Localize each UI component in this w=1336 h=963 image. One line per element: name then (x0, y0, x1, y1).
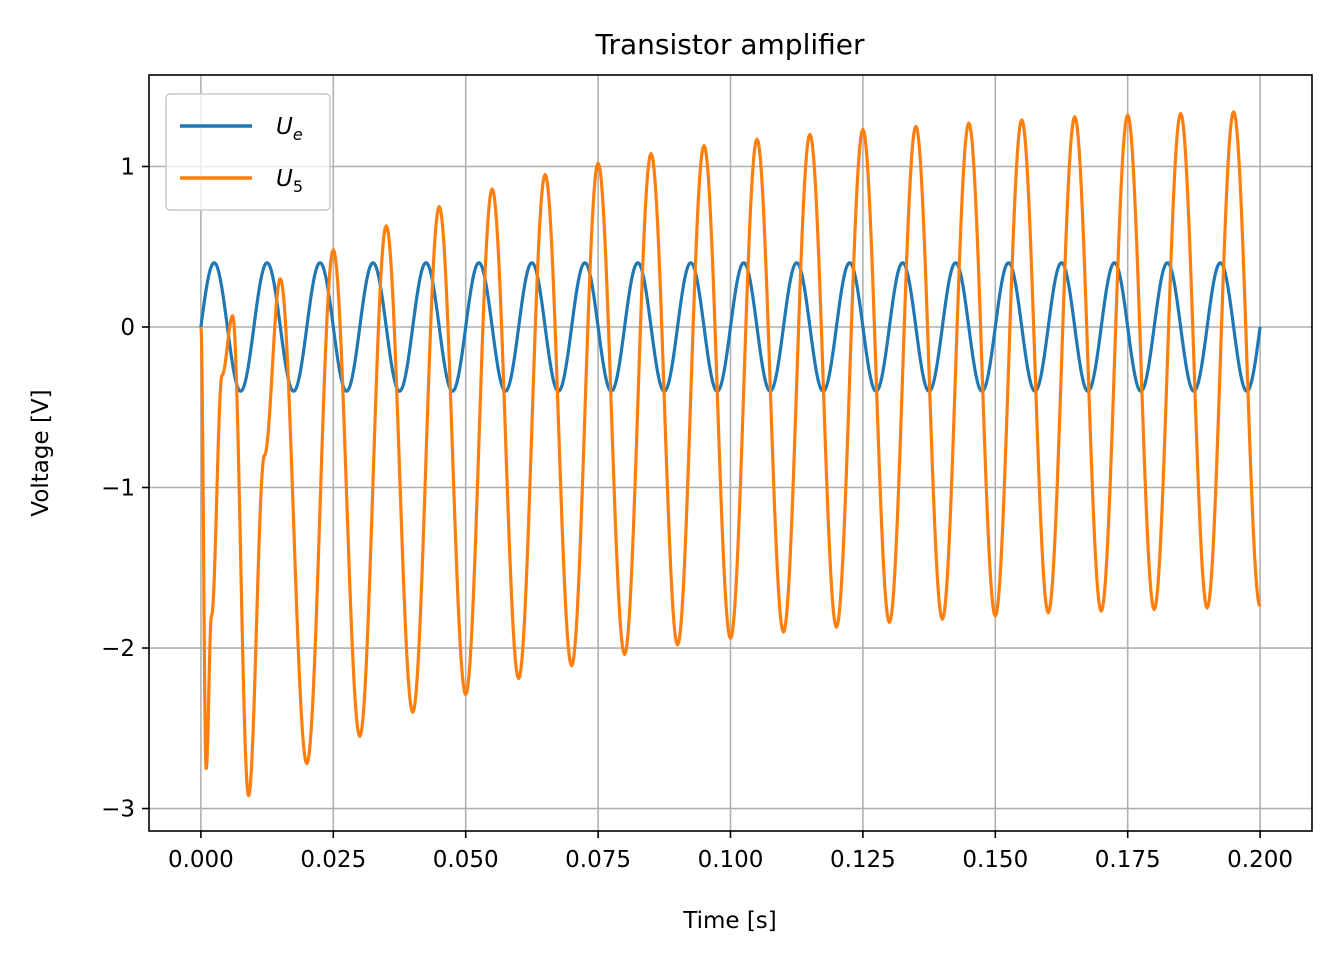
legend-label-ue-main: U (276, 114, 293, 140)
legend-label-u5: U5 (276, 166, 303, 196)
x-tick-label: 0.025 (300, 847, 366, 873)
y-tick-label: −3 (101, 797, 135, 823)
x-axis-label: Time [s] (682, 908, 777, 934)
x-tick-label: 0.150 (962, 847, 1028, 873)
x-tick-label: 0.050 (433, 847, 499, 873)
y-tick-label: 0 (120, 315, 135, 341)
y-axis-label: Voltage [V] (28, 389, 54, 516)
x-tick-label: 0.000 (168, 847, 234, 873)
legend-label-ue: Ue (276, 114, 303, 144)
series-group (199, 110, 1262, 798)
x-tick-label: 0.125 (830, 847, 896, 873)
legend-box (165, 93, 331, 211)
x-tick-label: 0.100 (698, 847, 764, 873)
series-u5-line (199, 110, 1262, 798)
series-ue-line (199, 261, 1262, 393)
x-tick-label: 0.175 (1095, 847, 1161, 873)
y-tick-label: −1 (101, 476, 135, 502)
legend: Ue U5 (165, 93, 331, 211)
legend-label-u5-main: U (276, 166, 293, 192)
legend-label-ue-sub: e (293, 125, 303, 144)
legend-label-u5-sub: 5 (293, 177, 303, 196)
y-tick-label: 1 (120, 154, 135, 180)
y-axis-ticks: −3 −2 −1 0 1 (101, 154, 149, 823)
x-axis-ticks: 0.000 0.025 0.050 0.075 0.100 0.125 0.150 0.175… (168, 831, 1293, 873)
chart-title: Transistor amplifier (594, 28, 865, 61)
x-tick-label: 0.075 (565, 847, 631, 873)
grid (149, 75, 1312, 831)
y-tick-label: −2 (101, 636, 135, 662)
x-tick-label: 0.200 (1227, 847, 1293, 873)
